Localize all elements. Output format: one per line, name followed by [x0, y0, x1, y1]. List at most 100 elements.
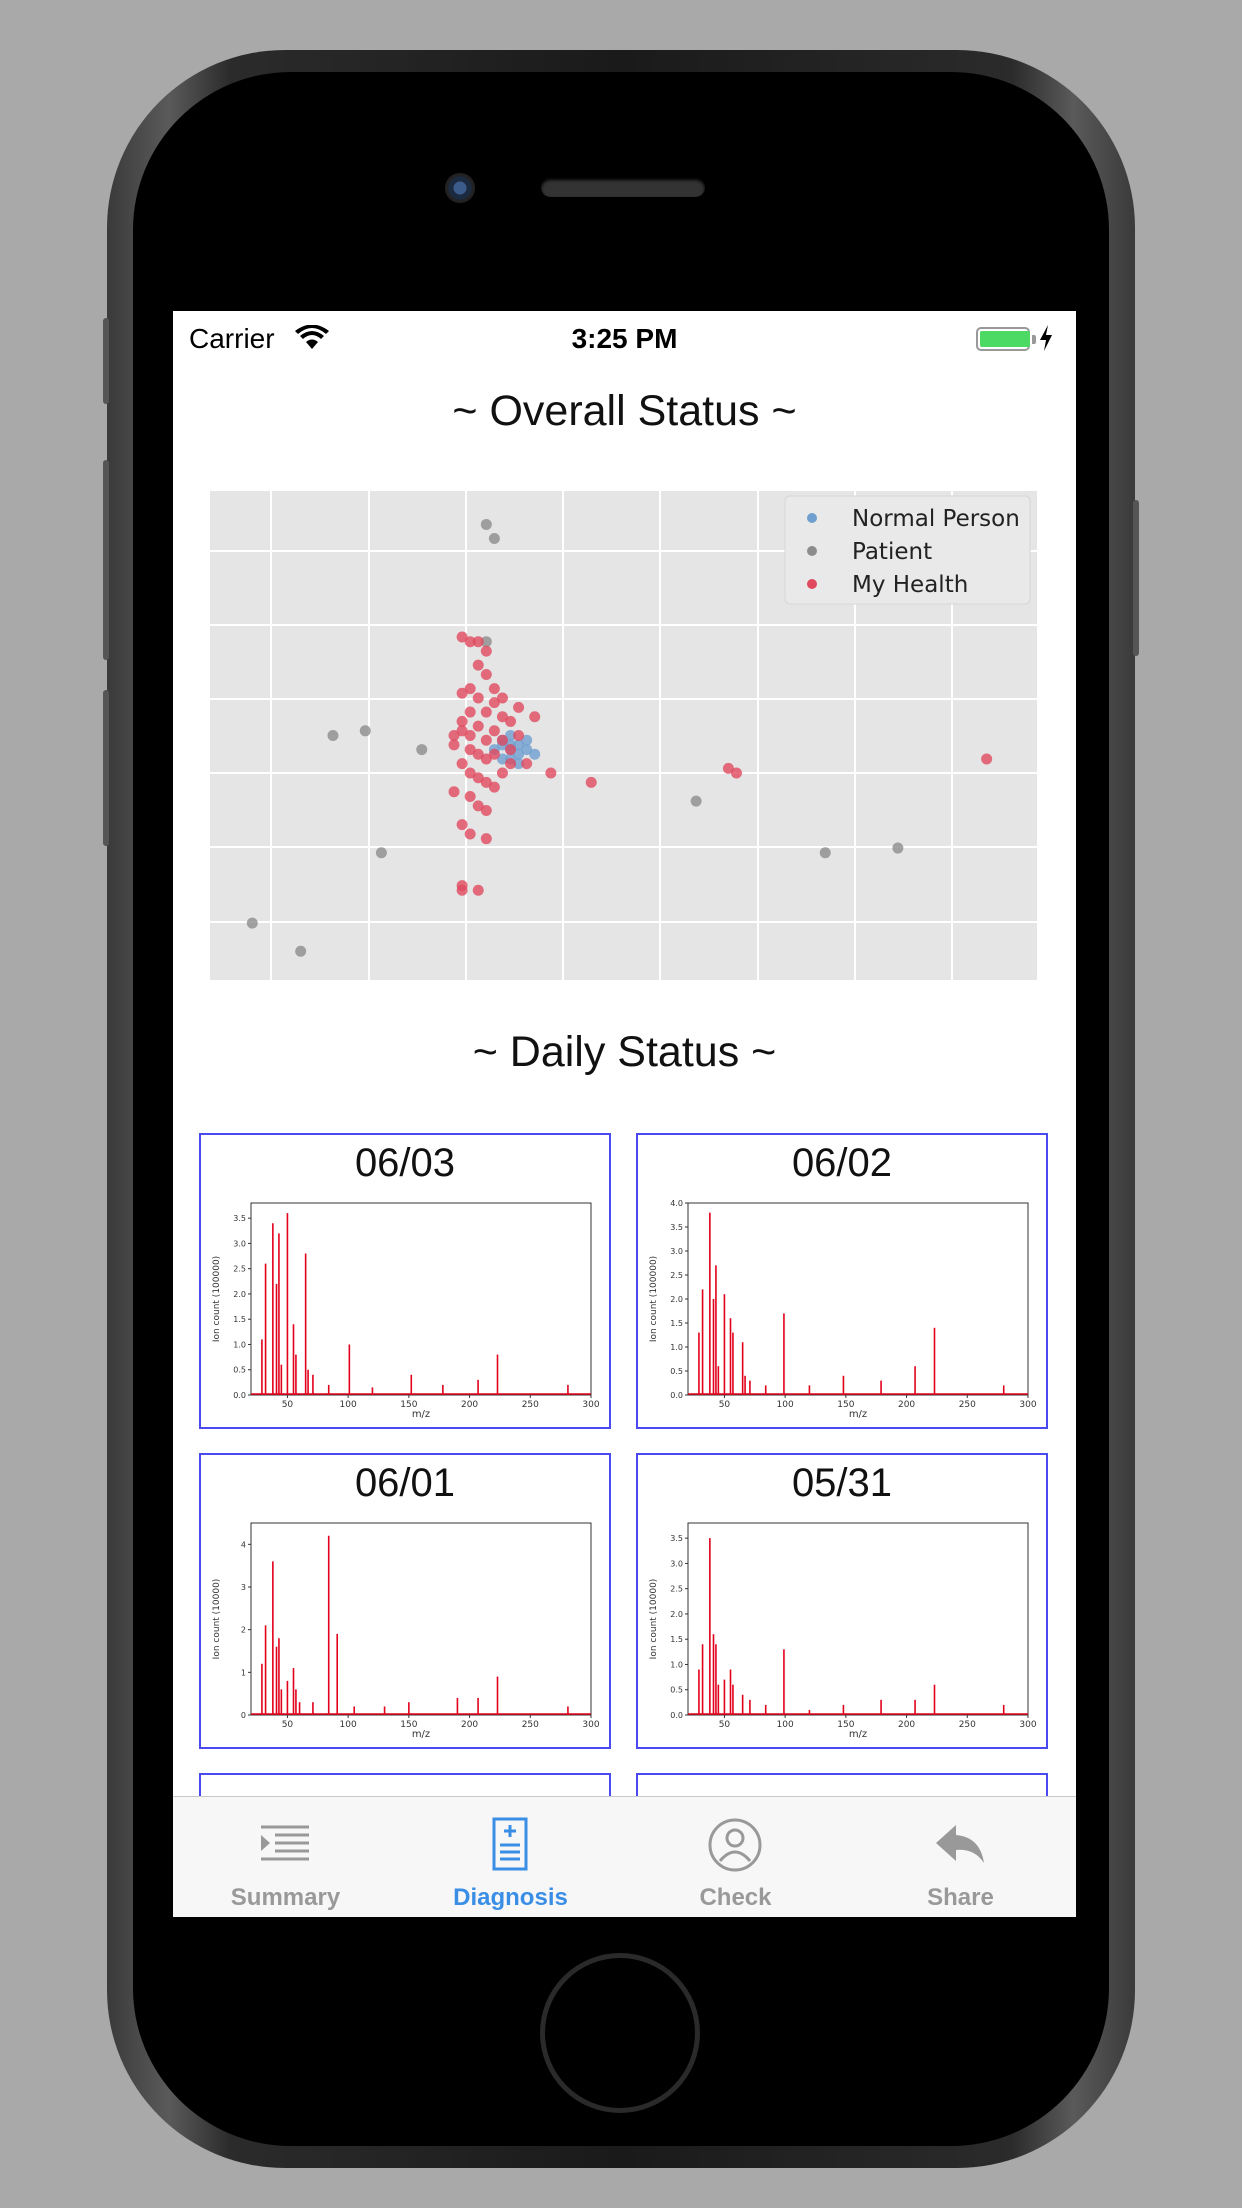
- home-button[interactable]: [540, 1953, 700, 2113]
- scatter-point: [505, 730, 517, 741]
- scatter-point: [456, 725, 468, 737]
- tab-share[interactable]: Share: [848, 1797, 1073, 1917]
- scatter-point: [472, 748, 484, 760]
- x-tick-label: 150: [837, 1720, 854, 1730]
- y-tick-label: 2.0: [670, 1610, 683, 1619]
- scatter-point: [488, 683, 500, 695]
- y-tick-label: 0: [241, 1711, 246, 1720]
- y-tick-label: 2.0: [233, 1290, 246, 1299]
- tab-diagnosis[interactable]: Diagnosis: [398, 1797, 623, 1917]
- plot-frame: [250, 1202, 592, 1396]
- x-tick-label: 50: [282, 1720, 294, 1730]
- tab-label: Check: [699, 1884, 772, 1911]
- legend-label: My Health: [852, 572, 968, 598]
- scatter-point: [488, 725, 500, 737]
- x-tick-label: 150: [837, 1400, 854, 1410]
- y-tick-label: 3.5: [233, 1214, 246, 1223]
- x-tick-label: 300: [582, 1400, 599, 1410]
- scatter-point: [513, 739, 525, 751]
- earpiece-speaker: [541, 178, 705, 197]
- scatter-point: [513, 758, 525, 770]
- scatter-point: [521, 758, 533, 770]
- tab-summary[interactable]: Summary: [173, 1797, 398, 1917]
- scatter-point: [496, 711, 508, 723]
- x-tick-label: 100: [777, 1720, 794, 1730]
- y-tick-label: 3.0: [670, 1247, 683, 1256]
- scatter-point: [472, 659, 484, 671]
- y-tick-label: 1.5: [670, 1319, 683, 1328]
- clock: 3:25 PM: [571, 323, 678, 354]
- scatter-point: [690, 795, 702, 807]
- scatter-point: [464, 744, 476, 756]
- x-axis-label: m/z: [412, 1409, 430, 1420]
- volume-up-button: [103, 460, 109, 660]
- x-tick-label: 300: [582, 1720, 599, 1730]
- x-tick-label: 150: [400, 1400, 417, 1410]
- scatter-point: [505, 715, 517, 727]
- scatter-point: [529, 748, 541, 760]
- daily-card[interactable]: 06/01 50 100 150 200 250 300 0 1 2 3 4 m/z Ion count…: [199, 1453, 611, 1749]
- scatter-point: [448, 739, 460, 751]
- y-tick-label: 1.0: [233, 1340, 246, 1349]
- daily-spectrum-chart: 50 100 150 200 250 300 0.0 0.5 1.0 1.5 2.0 2.5 3.0 3.…: [649, 1522, 1037, 1740]
- scatter-point: [819, 847, 831, 859]
- daily-spectrum-chart: 50 100 150 200 250 300 0 1 2 3 4 m/z Ion count (1000…: [212, 1522, 600, 1740]
- scatter-point: [496, 692, 508, 704]
- y-tick-label: 1.0: [670, 1660, 683, 1669]
- charging-bolt-icon: [1040, 325, 1052, 351]
- x-axis-label: m/z: [412, 1729, 430, 1740]
- daily-card[interactable]: 06/03 50 100 150 200 250 300 0.0 0.5 1.0 1.5 2.0 2.…: [199, 1133, 611, 1429]
- y-axis-label: Ion count (10000): [212, 1579, 222, 1660]
- scatter-point: [464, 828, 476, 840]
- scatter-point: [480, 805, 492, 817]
- scatter-point: [375, 847, 387, 859]
- daily-card[interactable]: 06/02 50 100 150 200 250 300 0.0 0.5 1.0 1.5 2.0 2.…: [636, 1133, 1048, 1429]
- scatter-point: [456, 884, 468, 896]
- y-tick-label: 0.0: [670, 1391, 683, 1400]
- y-tick-label: 2.5: [670, 1585, 683, 1594]
- scatter-series: [246, 518, 904, 957]
- daily-date: 06/02: [791, 1141, 893, 1185]
- scatter-point: [472, 636, 484, 648]
- mute-switch: [103, 318, 109, 404]
- scatter-point: [496, 734, 508, 746]
- tab-label: Share: [927, 1884, 994, 1911]
- scatter-point: [496, 767, 508, 779]
- scatter-point: [480, 636, 492, 648]
- scatter-point: [416, 744, 428, 756]
- scatter-point: [464, 636, 476, 648]
- scatter-point: [480, 753, 492, 765]
- y-tick-label: 1.5: [670, 1635, 683, 1644]
- y-tick-label: 1.0: [670, 1343, 683, 1352]
- x-axis-label: m/z: [849, 1729, 867, 1740]
- carrier-label: Carrier: [189, 323, 275, 354]
- y-tick-label: 0.5: [670, 1367, 683, 1376]
- x-tick-label: 100: [777, 1400, 794, 1410]
- scatter-point: [505, 744, 517, 756]
- scatter-point: [456, 631, 468, 643]
- daily-card[interactable]: 05/31 50 100 150 200 250 300 0.0 0.5 1.0 1.5 2.0 2.…: [636, 1453, 1048, 1749]
- volume-down-button: [103, 690, 109, 846]
- scatter-point: [480, 669, 492, 681]
- y-tick-label: 3: [241, 1583, 246, 1592]
- app-screen: Carrier 3:25 PM ~ Overall Status ~ Norma…: [173, 311, 1076, 1917]
- x-tick-label: 50: [282, 1400, 294, 1410]
- scatter-point: [496, 753, 508, 765]
- y-axis-label: Ion count (100000): [212, 1256, 222, 1342]
- scatter-point: [480, 734, 492, 746]
- scatter-point: [480, 833, 492, 845]
- daily-date: 05/31: [791, 1461, 893, 1505]
- x-axis-label: m/z: [849, 1409, 867, 1420]
- y-tick-label: 0.5: [670, 1686, 683, 1695]
- scatter-point: [295, 945, 307, 957]
- y-tick-label: 3.5: [670, 1534, 683, 1543]
- tab-check[interactable]: Check: [623, 1797, 848, 1917]
- scatter-point: [472, 800, 484, 812]
- legend-label: Patient: [852, 539, 932, 565]
- y-tick-label: 1.5: [233, 1315, 246, 1324]
- x-tick-label: 50: [719, 1400, 731, 1410]
- overall-scatter-chart: Normal Person Patient My Health: [210, 491, 1037, 980]
- scatter-point: [464, 767, 476, 779]
- summary-list-icon: [261, 1825, 309, 1861]
- x-tick-label: 150: [400, 1720, 417, 1730]
